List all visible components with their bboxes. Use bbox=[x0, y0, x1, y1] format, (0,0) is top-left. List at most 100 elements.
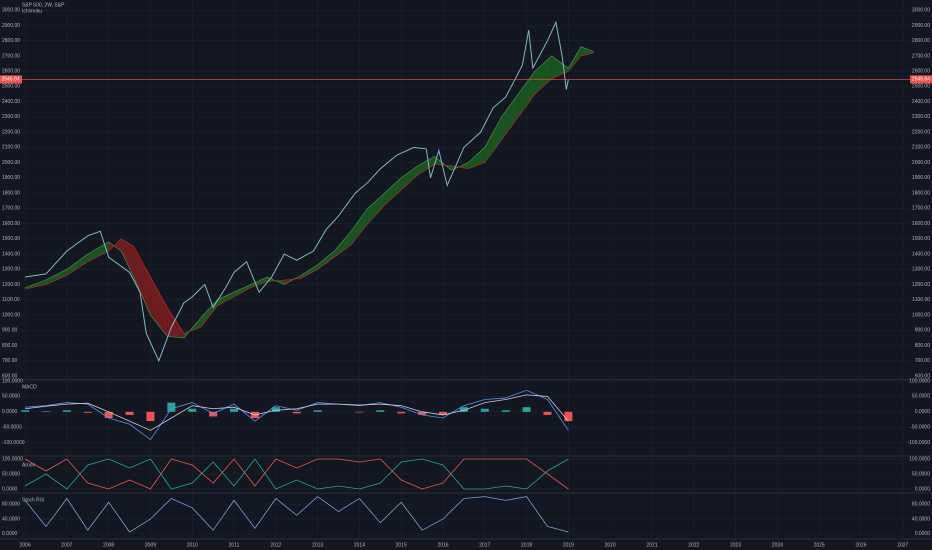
x-tick-label: 2025 bbox=[814, 542, 825, 548]
histogram-bar bbox=[292, 411, 301, 414]
histogram-bar bbox=[21, 410, 30, 412]
cloud bbox=[250, 276, 268, 288]
x-tick-label: 2024 bbox=[772, 542, 783, 548]
cloud bbox=[66, 254, 88, 276]
span-a-line bbox=[24, 46, 594, 339]
y-tick-label: 700.00 bbox=[2, 358, 18, 364]
cloud bbox=[384, 177, 402, 206]
y-tick-label: -100.0000 bbox=[2, 440, 25, 446]
y-tick-label: 2600.00 bbox=[912, 69, 930, 75]
x-tick-label: 2008 bbox=[103, 542, 114, 548]
cloud bbox=[45, 269, 67, 285]
cloud bbox=[401, 165, 418, 191]
y-tick-label: 2800.00 bbox=[2, 38, 20, 44]
cloud bbox=[468, 147, 485, 169]
histogram-bar bbox=[167, 402, 176, 412]
y-tick-label: 2900.00 bbox=[2, 23, 20, 29]
panel-subtitle: Ichimoku bbox=[22, 8, 42, 14]
y-tick-label: 2200.00 bbox=[912, 129, 930, 135]
series-line bbox=[25, 394, 569, 431]
x-tick-label: 2019 bbox=[563, 542, 574, 548]
y-tick-label: 2000.00 bbox=[2, 160, 20, 166]
cloud bbox=[501, 94, 519, 140]
last-price-label: 2545.94 bbox=[2, 77, 20, 83]
y-tick-label: 50.0000 bbox=[2, 471, 20, 477]
y-tick-label: 1200.00 bbox=[2, 282, 20, 288]
y-tick-label: 80.0000 bbox=[2, 501, 20, 507]
histogram-bar bbox=[376, 410, 385, 412]
y-tick-label: 1000.00 bbox=[912, 312, 930, 318]
cloud bbox=[25, 279, 46, 290]
y-tick-label: 2300.00 bbox=[912, 114, 930, 120]
series-line bbox=[24, 496, 569, 533]
y-tick-label: 800.00 bbox=[915, 343, 931, 349]
panel-title: MACD bbox=[22, 384, 37, 390]
y-tick-label: 40.0000 bbox=[912, 516, 930, 522]
histogram-bar bbox=[564, 411, 573, 422]
y-tick-label: 800.00 bbox=[2, 343, 18, 349]
cloud bbox=[568, 46, 581, 72]
cloud bbox=[518, 71, 535, 117]
last-price-box bbox=[0, 75, 22, 84]
histogram-bar bbox=[104, 411, 113, 418]
cloud bbox=[334, 231, 352, 258]
cloud bbox=[351, 208, 368, 245]
x-tick-label: 2015 bbox=[396, 542, 407, 548]
histogram-bar bbox=[83, 411, 92, 413]
y-tick-label: 40.0000 bbox=[2, 516, 20, 522]
x-tick-label: 2006 bbox=[20, 542, 31, 548]
y-tick-label: 1400.00 bbox=[2, 251, 20, 257]
x-tick-label: 2009 bbox=[145, 542, 156, 548]
cloud bbox=[108, 238, 122, 252]
x-tick-label: 2017 bbox=[479, 542, 490, 548]
y-tick-label: 2700.00 bbox=[912, 53, 930, 59]
cloud bbox=[87, 241, 109, 262]
histogram-bar bbox=[355, 411, 364, 413]
y-tick-label: 0.0000 bbox=[915, 409, 931, 415]
y-tick-label: 1200.00 bbox=[912, 282, 930, 288]
cloud bbox=[534, 55, 552, 95]
histogram-bar bbox=[439, 411, 448, 415]
cloud bbox=[150, 276, 168, 337]
span-b-line bbox=[25, 52, 594, 334]
y-tick-label: 1700.00 bbox=[912, 206, 930, 212]
y-tick-label: 2200.00 bbox=[2, 129, 20, 135]
x-tick-label: 2023 bbox=[730, 542, 741, 548]
cloud bbox=[167, 307, 184, 338]
x-tick-label: 2027 bbox=[897, 542, 908, 548]
histogram-bar bbox=[418, 411, 427, 415]
cloud bbox=[484, 116, 502, 163]
series-line bbox=[24, 458, 569, 490]
y-tick-label: 50.0000 bbox=[912, 394, 930, 400]
y-tick-label: 0.0000 bbox=[915, 531, 931, 537]
cloud bbox=[234, 284, 251, 297]
y-tick-label: 1100.00 bbox=[2, 297, 20, 303]
y-tick-label: 1500.00 bbox=[912, 236, 930, 242]
histogram-bar bbox=[459, 407, 468, 412]
y-tick-label: 2500.00 bbox=[912, 84, 930, 90]
x-tick-label: 2018 bbox=[521, 542, 532, 548]
y-tick-label: 3000.00 bbox=[912, 8, 930, 14]
x-tick-label: 2012 bbox=[270, 542, 281, 548]
y-tick-label: 2700.00 bbox=[2, 53, 20, 59]
cloud bbox=[300, 264, 318, 279]
y-tick-label: -50.0000 bbox=[2, 425, 22, 431]
y-tick-label: 2600.00 bbox=[2, 69, 20, 75]
y-tick-label: 1300.00 bbox=[2, 267, 20, 273]
y-tick-label: 2800.00 bbox=[912, 38, 930, 44]
y-tick-label: 100.0000 bbox=[2, 456, 23, 462]
x-tick-label: 2010 bbox=[187, 542, 198, 548]
cloud bbox=[217, 292, 235, 306]
y-tick-label: 1900.00 bbox=[2, 175, 20, 181]
y-tick-label: 2300.00 bbox=[2, 114, 20, 120]
x-tick-label: 2011 bbox=[229, 542, 240, 548]
x-tick-label: 2026 bbox=[855, 542, 866, 548]
panel-title: Stoch RSI bbox=[22, 497, 45, 503]
y-tick-label: 1300.00 bbox=[912, 267, 930, 273]
y-tick-label: 1600.00 bbox=[912, 221, 930, 227]
histogram-bar bbox=[188, 408, 197, 412]
y-tick-label: -50.0000 bbox=[910, 425, 930, 431]
histogram-bar bbox=[62, 410, 71, 412]
y-tick-label: 900.00 bbox=[2, 328, 18, 334]
